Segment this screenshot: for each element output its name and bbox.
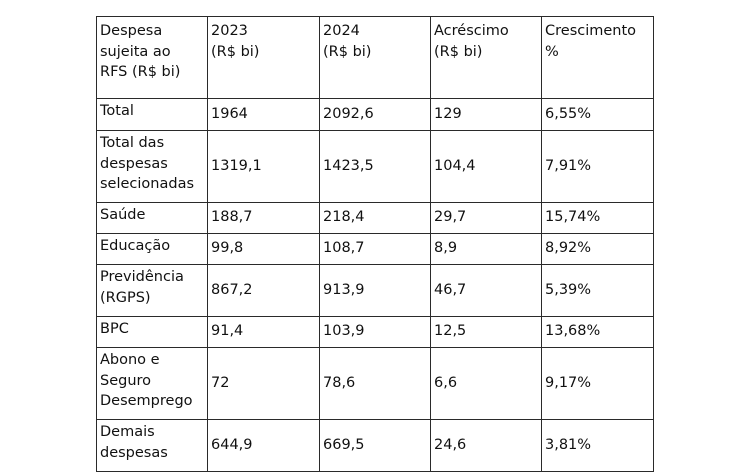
value-increase: 6,6 bbox=[430, 347, 542, 420]
table-row: BPC 91,4 103,9 12,5 13,68% bbox=[96, 316, 654, 348]
value-2024: 78,6 bbox=[319, 347, 431, 420]
table-row: Previdência (RGPS) 867,2 913,9 46,7 5,39… bbox=[96, 264, 654, 317]
value-increase: 46,7 bbox=[430, 264, 542, 317]
value-2024: 108,7 bbox=[319, 233, 431, 265]
row-label: Saúde bbox=[96, 202, 208, 234]
table-row: Total das despesas selecionadas 1319,1 1… bbox=[96, 130, 654, 203]
table-row: Abono e Seguro Desemprego 72 78,6 6,6 9,… bbox=[96, 347, 654, 420]
value-2024: 913,9 bbox=[319, 264, 431, 317]
row-label: BPC bbox=[96, 316, 208, 348]
value-2023: 99,8 bbox=[207, 233, 320, 265]
row-label: Previdência (RGPS) bbox=[96, 264, 208, 317]
value-2024: 1423,5 bbox=[319, 130, 431, 203]
value-growth: 5,39% bbox=[541, 264, 654, 317]
row-label: Abono e Seguro Desemprego bbox=[96, 347, 208, 420]
value-2024: 2092,6 bbox=[319, 98, 431, 131]
table-row: Educação 99,8 108,7 8,9 8,92% bbox=[96, 233, 654, 265]
value-increase: 12,5 bbox=[430, 316, 542, 348]
expense-table: Despesa sujeita ao RFS (R$ bi) 2023 (R$ … bbox=[96, 16, 654, 472]
header-2023: 2023 (R$ bi) bbox=[207, 16, 320, 99]
value-increase: 129 bbox=[430, 98, 542, 131]
value-2023: 1964 bbox=[207, 98, 320, 131]
value-growth: 6,55% bbox=[541, 98, 654, 131]
header-category: Despesa sujeita ao RFS (R$ bi) bbox=[96, 16, 208, 99]
value-increase: 29,7 bbox=[430, 202, 542, 234]
table-row: Demais despesas 644,9 669,5 24,6 3,81% bbox=[96, 419, 654, 472]
value-growth: 9,17% bbox=[541, 347, 654, 420]
row-label: Demais despesas bbox=[96, 419, 208, 472]
value-2024: 669,5 bbox=[319, 419, 431, 472]
row-label: Total das despesas selecionadas bbox=[96, 130, 208, 203]
expense-table-container: Despesa sujeita ao RFS (R$ bi) 2023 (R$ … bbox=[96, 16, 654, 472]
value-increase: 24,6 bbox=[430, 419, 542, 472]
value-2024: 218,4 bbox=[319, 202, 431, 234]
value-2023: 644,9 bbox=[207, 419, 320, 472]
row-label: Total bbox=[96, 98, 208, 131]
value-growth: 8,92% bbox=[541, 233, 654, 265]
header-growth: Crescimento % bbox=[541, 16, 654, 99]
value-2024: 103,9 bbox=[319, 316, 431, 348]
header-2024: 2024 (R$ bi) bbox=[319, 16, 431, 99]
value-growth: 15,74% bbox=[541, 202, 654, 234]
value-growth: 13,68% bbox=[541, 316, 654, 348]
value-2023: 72 bbox=[207, 347, 320, 420]
header-increase: Acréscimo (R$ bi) bbox=[430, 16, 542, 99]
value-2023: 188,7 bbox=[207, 202, 320, 234]
value-increase: 8,9 bbox=[430, 233, 542, 265]
value-2023: 867,2 bbox=[207, 264, 320, 317]
table-header-row: Despesa sujeita ao RFS (R$ bi) 2023 (R$ … bbox=[96, 16, 654, 99]
table-row: Saúde 188,7 218,4 29,7 15,74% bbox=[96, 202, 654, 234]
value-2023: 91,4 bbox=[207, 316, 320, 348]
value-growth: 7,91% bbox=[541, 130, 654, 203]
row-label: Educação bbox=[96, 233, 208, 265]
value-2023: 1319,1 bbox=[207, 130, 320, 203]
value-increase: 104,4 bbox=[430, 130, 542, 203]
value-growth: 3,81% bbox=[541, 419, 654, 472]
table-row: Total 1964 2092,6 129 6,55% bbox=[96, 98, 654, 131]
